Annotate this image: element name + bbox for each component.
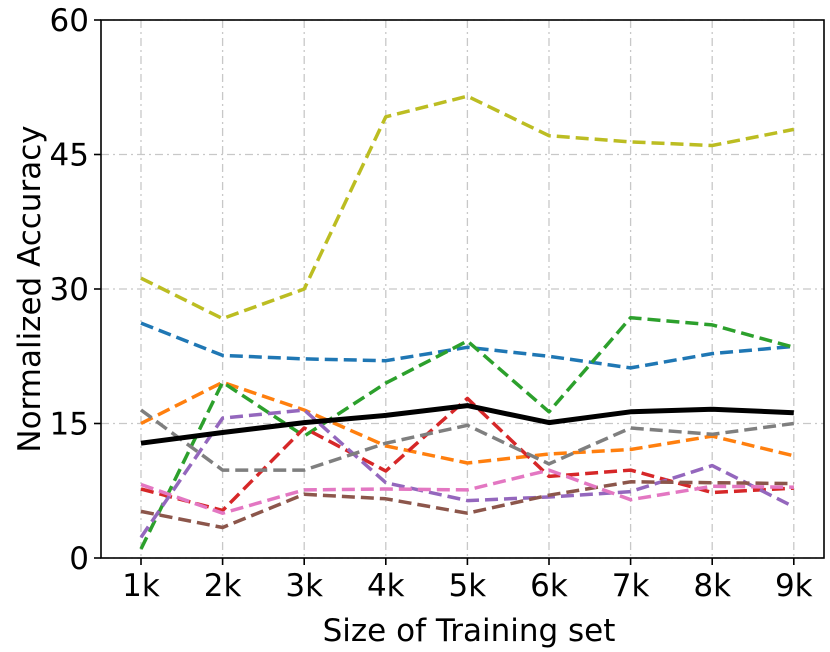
x-tick-label: 5k <box>449 568 487 604</box>
y-tick-label: 45 <box>50 138 89 174</box>
y-tick-label: 0 <box>69 541 89 577</box>
series-line-2 <box>140 380 795 465</box>
x-tick-label: 8k <box>693 568 731 604</box>
x-axis-ticks: 1k 2k 3k 4k 5k 6k 7k 8k 9k <box>122 558 813 604</box>
series-line-average <box>140 403 794 446</box>
series-lines <box>139 94 795 550</box>
x-tick-label: 2k <box>204 568 242 604</box>
y-tick-label: 60 <box>50 3 89 39</box>
y-tick-label: 30 <box>50 272 89 308</box>
x-tick-label: 3k <box>285 568 323 604</box>
x-tick-label: 6k <box>530 568 568 604</box>
series-line-1 <box>140 321 794 370</box>
series-line-9 <box>140 94 795 321</box>
y-tick-label: 15 <box>50 407 89 443</box>
series-line-7 <box>140 468 794 515</box>
y-axis-ticks: 0 15 30 45 60 <box>50 3 101 577</box>
x-tick-label: 4k <box>367 568 405 604</box>
series-line-6 <box>140 480 794 530</box>
series-line-8 <box>139 408 795 472</box>
series-line-4 <box>140 396 794 513</box>
x-axis-label: Size of Training set <box>323 613 616 649</box>
grid <box>101 19 824 559</box>
x-tick-label: 1k <box>122 568 160 604</box>
y-axis-label: Normalized Accuracy <box>12 125 48 452</box>
series-line-5 <box>139 408 795 539</box>
series-line-3 <box>139 315 795 550</box>
x-tick-label: 7k <box>612 568 650 604</box>
x-tick-label: 9k <box>775 568 813 604</box>
